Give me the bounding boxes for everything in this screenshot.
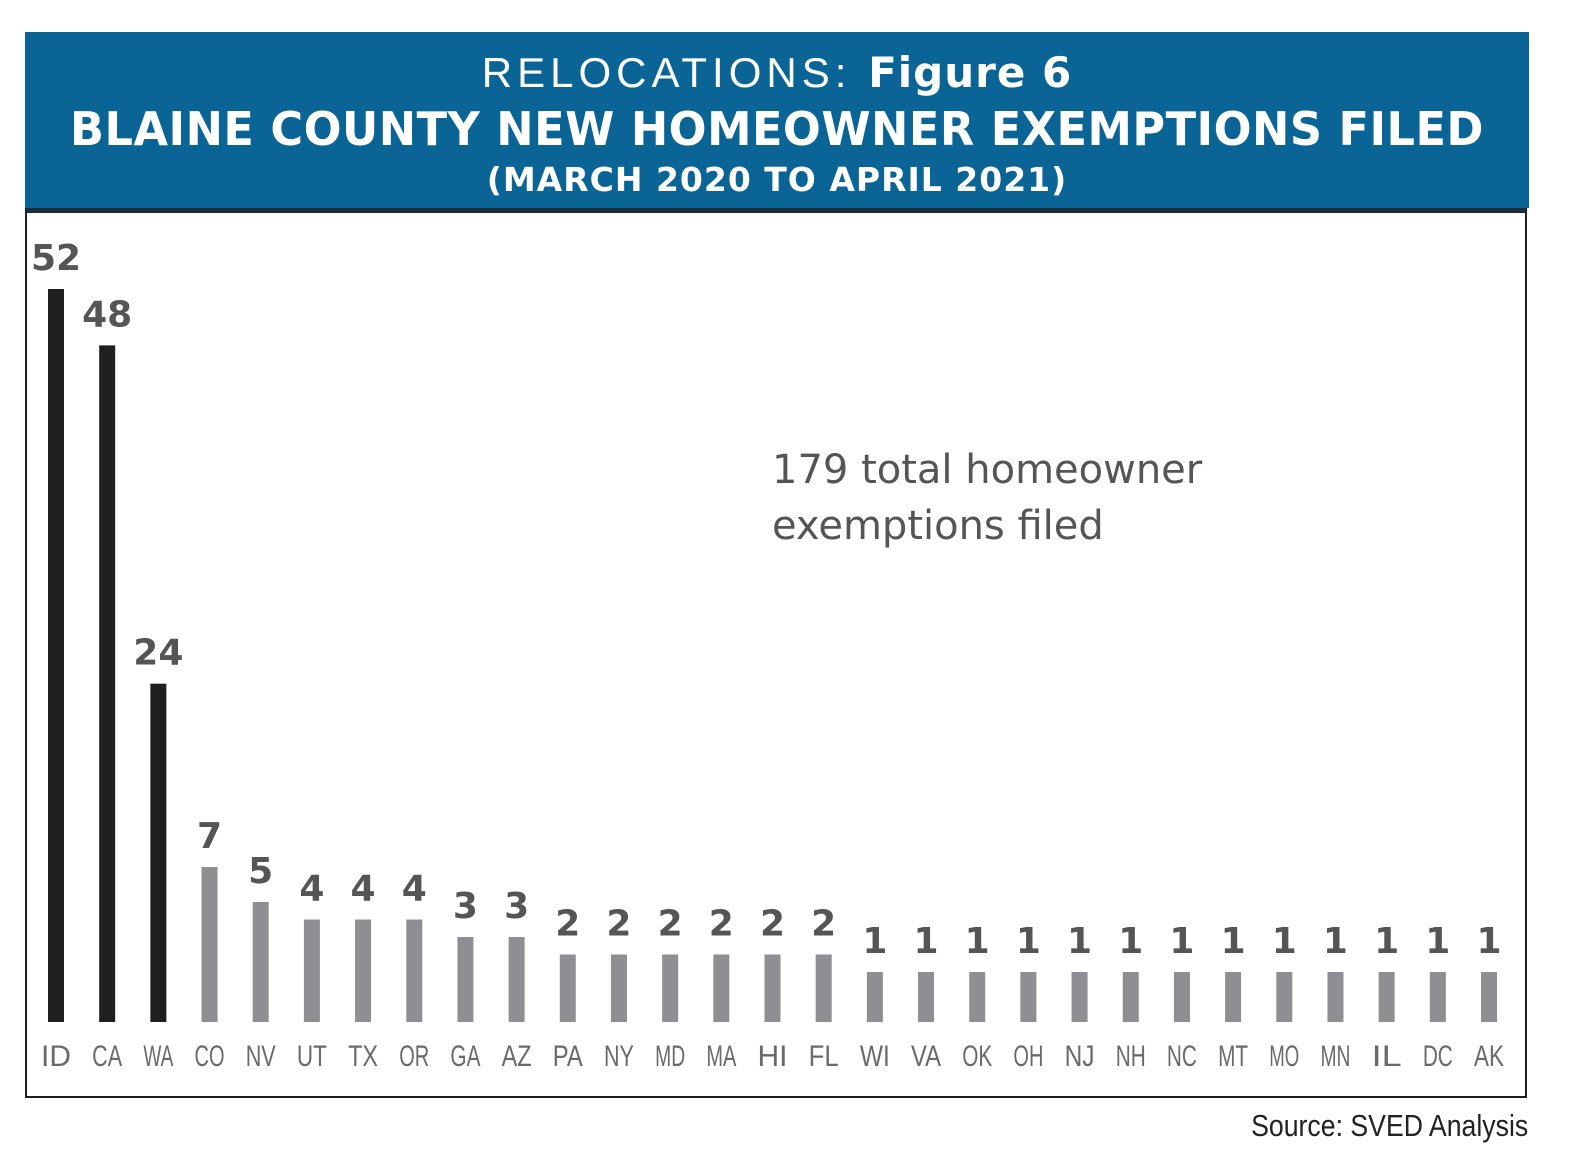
bar-mo	[1276, 972, 1293, 1022]
bar-fl	[815, 954, 832, 1022]
annotation-line-1: 179 total homeowner	[772, 447, 1203, 493]
bar-id	[48, 289, 64, 1022]
value-label-or: 4	[402, 869, 427, 910]
bar-wa	[150, 683, 167, 1022]
category-label-ca: CA	[92, 1040, 122, 1073]
value-label-mt: 1	[1221, 921, 1246, 962]
category-label-oh: OH	[1013, 1040, 1043, 1073]
chart-title: BLAINE COUNTY NEW HOMEOWNER EXEMPTIONS F…	[70, 102, 1484, 156]
category-label-mn: MN	[1320, 1040, 1350, 1073]
value-label-ca: 48	[82, 294, 132, 335]
category-label-ak: AK	[1474, 1040, 1504, 1073]
category-label-dc: DC	[1423, 1040, 1453, 1073]
category-label-mt: MT	[1218, 1040, 1248, 1073]
value-label-mn: 1	[1323, 921, 1348, 962]
category-label-il: IL	[1372, 1040, 1402, 1073]
total-annotation: 179 total homeowner exemptions filed	[772, 442, 1202, 554]
value-label-hi: 2	[760, 904, 785, 945]
category-label-or: OR	[399, 1040, 429, 1073]
figure-number: Figure 6	[868, 48, 1073, 97]
value-label-tx: 4	[351, 869, 376, 910]
bar-mt	[1225, 972, 1242, 1022]
bar-pa	[559, 954, 576, 1022]
bar-ok	[969, 972, 986, 1022]
value-label-il: 1	[1374, 921, 1399, 962]
category-label-co: CO	[195, 1040, 225, 1073]
bar-nv	[252, 902, 269, 1022]
category-label-fl: FL	[809, 1040, 839, 1073]
value-label-ut: 4	[299, 869, 324, 910]
bar-hi	[764, 954, 781, 1022]
bar-nc	[1173, 972, 1190, 1022]
category-label-id: ID	[41, 1040, 71, 1073]
category-label-nv: NV	[246, 1040, 276, 1073]
category-label-pa: PA	[553, 1040, 583, 1073]
value-label-pa: 2	[555, 904, 580, 945]
bar-mn	[1327, 972, 1344, 1022]
category-label-va: VA	[911, 1040, 941, 1073]
bar-or	[406, 919, 423, 1022]
value-label-wi: 1	[862, 921, 887, 962]
bar-az	[508, 937, 525, 1022]
value-label-ny: 2	[606, 904, 631, 945]
value-label-wa: 24	[133, 633, 183, 674]
category-label-nj: NJ	[1065, 1040, 1095, 1073]
category-label-tx: TX	[348, 1040, 378, 1073]
value-label-co: 7	[197, 816, 222, 857]
figure-prefix: RELOCATIONS:	[481, 49, 852, 96]
bar-ny	[610, 954, 627, 1022]
value-label-nj: 1	[1067, 921, 1092, 962]
bar-nj	[1071, 972, 1088, 1022]
value-label-ga: 3	[453, 886, 478, 927]
category-label-wi: WI	[860, 1040, 890, 1073]
bar-dc	[1429, 972, 1446, 1022]
bar-ak	[1481, 972, 1497, 1022]
value-label-fl: 2	[811, 904, 836, 945]
figure-heading: RELOCATIONS: Figure 6	[25, 48, 1529, 97]
source-credit: Source: SVED Analysis	[1250, 1108, 1528, 1143]
value-label-nc: 1	[1169, 921, 1194, 962]
value-label-mo: 1	[1272, 921, 1297, 962]
category-label-hi: HI	[758, 1040, 788, 1073]
value-label-ma: 2	[709, 904, 734, 945]
value-label-nv: 5	[248, 851, 273, 892]
value-label-va: 1	[914, 921, 939, 962]
category-label-ny: NY	[604, 1040, 634, 1073]
value-label-az: 3	[504, 886, 529, 927]
chart-frame	[25, 208, 1527, 1098]
category-label-ut: UT	[297, 1040, 327, 1073]
value-label-ok: 1	[965, 921, 990, 962]
category-label-nh: NH	[1116, 1040, 1146, 1073]
category-label-wa: WA	[143, 1040, 173, 1073]
chart-subtitle: (MARCH 2020 TO APRIL 2021)	[486, 160, 1068, 199]
bar-wi	[866, 972, 883, 1022]
value-label-ak: 1	[1476, 921, 1501, 962]
bar-va	[918, 972, 935, 1022]
category-label-ga: GA	[450, 1040, 480, 1073]
annotation-line-2: exemptions filed	[772, 503, 1104, 549]
category-label-az: AZ	[502, 1040, 532, 1073]
chart-header: RELOCATIONS: Figure 6 BLAINE COUNTY NEW …	[25, 32, 1529, 208]
bar-md	[662, 954, 679, 1022]
value-label-nh: 1	[1118, 921, 1143, 962]
bar-ma	[713, 954, 730, 1022]
bar-ca	[99, 345, 116, 1022]
category-label-nc: NC	[1167, 1040, 1197, 1073]
bar-ut	[303, 919, 320, 1022]
value-label-dc: 1	[1425, 921, 1450, 962]
category-label-md: MD	[655, 1040, 685, 1073]
value-label-id: 52	[31, 238, 81, 279]
category-label-ok: OK	[962, 1040, 992, 1073]
category-label-ma: MA	[706, 1040, 736, 1073]
category-label-mo: MO	[1269, 1040, 1299, 1073]
bar-nh	[1122, 972, 1139, 1022]
bar-oh	[1020, 972, 1037, 1022]
value-label-oh: 1	[1016, 921, 1041, 962]
bar-co	[201, 867, 218, 1022]
value-label-md: 2	[658, 904, 683, 945]
bar-ga	[457, 937, 474, 1022]
bar-il	[1378, 972, 1395, 1022]
bar-tx	[355, 919, 372, 1022]
